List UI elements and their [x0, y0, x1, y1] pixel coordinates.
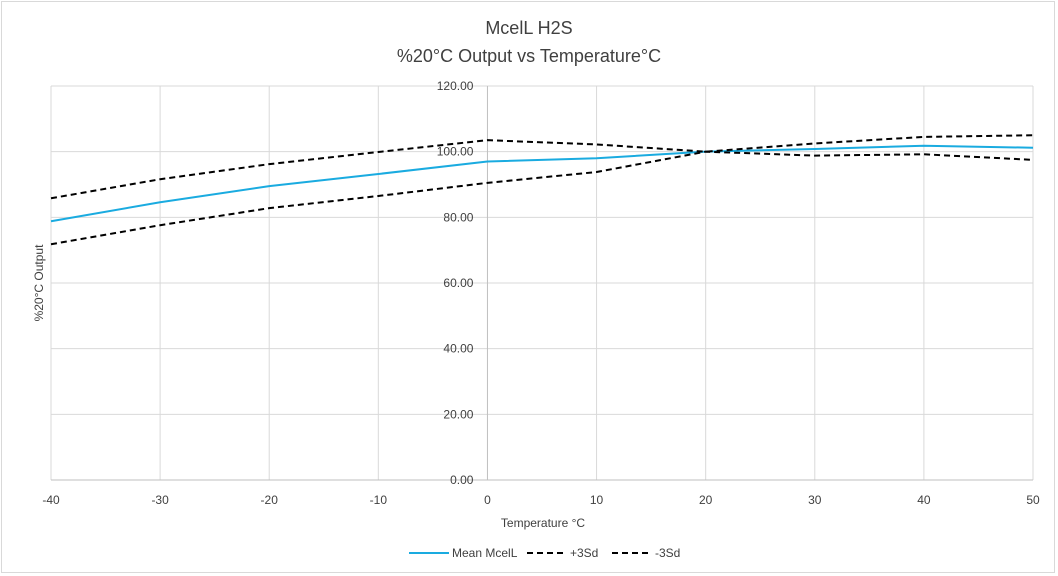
series-layer: [50, 134, 1034, 246]
y-tick-label: 120.00: [437, 79, 474, 93]
chart-subtitle: %20°C Output vs Temperature°C: [397, 46, 661, 66]
x-tick-label: 10: [590, 493, 604, 507]
x-tick-label: 0: [484, 493, 491, 507]
legend-label: Mean McelL: [452, 546, 518, 560]
y-tick-label: 60.00: [443, 276, 473, 290]
legend: Mean McelL +3Sd -3Sd: [409, 546, 680, 560]
y-tick-labels: 0.00 20.00 40.00 60.00 80.00 100.00 120.00: [437, 79, 474, 487]
legend-label: -3Sd: [655, 546, 680, 560]
series-line-1: [50, 144, 1034, 223]
x-tick-label: 20: [699, 493, 713, 507]
y-tick-label: 40.00: [443, 342, 473, 356]
x-axis: [51, 86, 1033, 481]
x-tick-label: 50: [1026, 493, 1040, 507]
y-tick-label: 20.00: [443, 407, 473, 421]
x-tick-label: -20: [261, 493, 279, 507]
x-tick-label: -10: [370, 493, 388, 507]
x-tick-label: 30: [808, 493, 822, 507]
x-tick-label: -40: [42, 493, 60, 507]
x-tick-label: -30: [151, 493, 169, 507]
gridlines: [50, 85, 1034, 480]
y-tick-label: 100.00: [437, 145, 474, 159]
x-axis-title: Temperature °C: [501, 516, 585, 530]
legend-label: +3Sd: [570, 546, 598, 560]
x-tick-label: 40: [917, 493, 931, 507]
series-line-2: [50, 134, 1034, 200]
y-tick-label: 0.00: [450, 473, 474, 487]
y-tick-label: 80.00: [443, 210, 473, 224]
y-axis-title: %20°C Output: [32, 244, 46, 322]
x-tick-labels: -40 -30 -20 -10 0 10 20 30 40 50: [42, 493, 1040, 507]
chart-title: McelL H2S: [485, 18, 572, 38]
series-line-3: [50, 150, 1034, 246]
